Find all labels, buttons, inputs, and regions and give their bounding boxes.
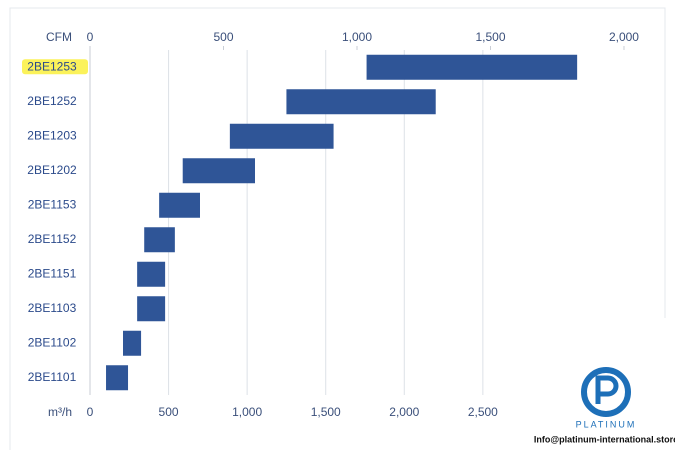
x2-tick-label: 500 [213, 30, 233, 44]
x-axis-label: m³/h [48, 405, 72, 419]
x2-tick-label: 0 [87, 30, 94, 44]
x-tick-label: 2,000 [389, 405, 419, 419]
bar [159, 192, 200, 218]
x-tick-label: 0 [87, 405, 94, 419]
brand-email: Info@platinum-international.store [534, 434, 675, 444]
bar [106, 365, 129, 391]
x-tick-label: 2,500 [468, 405, 498, 419]
y-tick-label: 2BE1153 [28, 197, 77, 211]
x2-axis-label: CFM [46, 30, 72, 44]
logo [581, 367, 631, 417]
logo-ring [581, 367, 631, 417]
bar [123, 330, 142, 356]
bar [229, 123, 334, 149]
x-tick-label: 1,000 [232, 405, 262, 419]
bar [144, 227, 175, 253]
brand-name: PLATINUM [576, 419, 637, 429]
y-tick-label: 2BE1102 [28, 335, 77, 349]
y-tick-label: 2BE1202 [27, 163, 77, 177]
x-tick-label: 500 [159, 405, 179, 419]
y-tick-label: 2BE1151 [28, 266, 77, 280]
x2-tick-label: 1,500 [475, 30, 505, 44]
x2-tick-label: 1,000 [342, 30, 372, 44]
bar [286, 89, 436, 115]
label-highlight [22, 59, 88, 75]
bar [366, 54, 578, 80]
bar [137, 261, 166, 287]
y-tick-label: 2BE1252 [27, 94, 77, 108]
y-tick-label: 2BE1203 [27, 128, 77, 142]
y-tick-label: 2BE1103 [28, 301, 77, 315]
x-tick-label: 1,500 [311, 405, 341, 419]
y-tick-label: 2BE1101 [28, 370, 77, 384]
y-tick-label: 2BE1152 [28, 232, 77, 246]
bar [137, 296, 166, 322]
bar [182, 158, 255, 184]
x2-tick-label: 2,000 [609, 30, 639, 44]
y-tick-label: 2BE1253 [27, 59, 77, 73]
logo-p [595, 375, 619, 404]
